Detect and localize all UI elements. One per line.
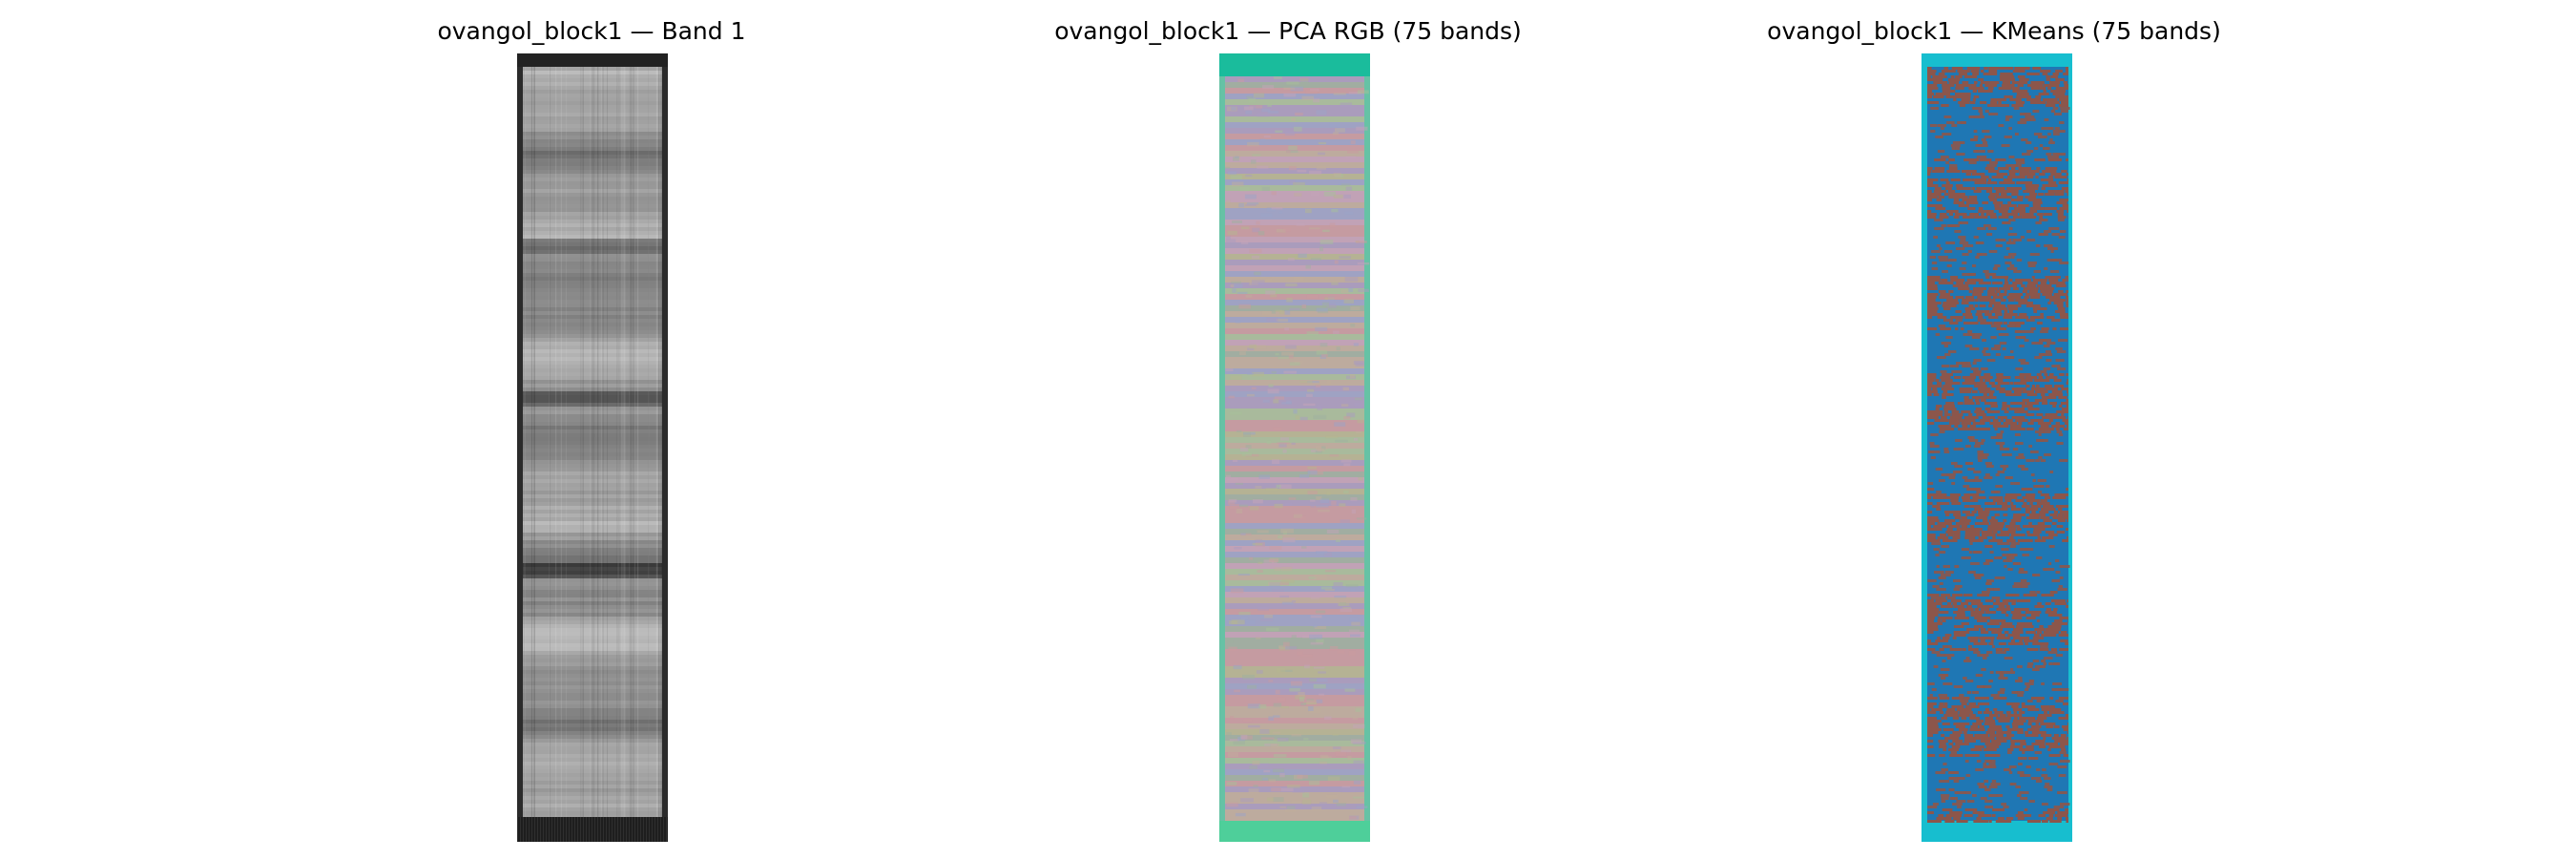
panel-kmeans: ovangol_block1 — KMeans (75 bands) [1565, 0, 2423, 859]
kmeans-cluster-image [1922, 53, 2072, 842]
pca-rgb-image [1219, 53, 1370, 842]
panel-pca: ovangol_block1 — PCA RGB (75 bands) [859, 0, 1717, 859]
grayscale-band-image [517, 53, 668, 842]
panel-title-kmeans: ovangol_block1 — KMeans (75 bands) [1767, 17, 2221, 45]
panel-title-pca: ovangol_block1 — PCA RGB (75 bands) [1054, 17, 1522, 45]
panel-title-band1: ovangol_block1 — Band 1 [437, 17, 746, 45]
panel-band1: ovangol_block1 — Band 1 [162, 0, 1021, 859]
